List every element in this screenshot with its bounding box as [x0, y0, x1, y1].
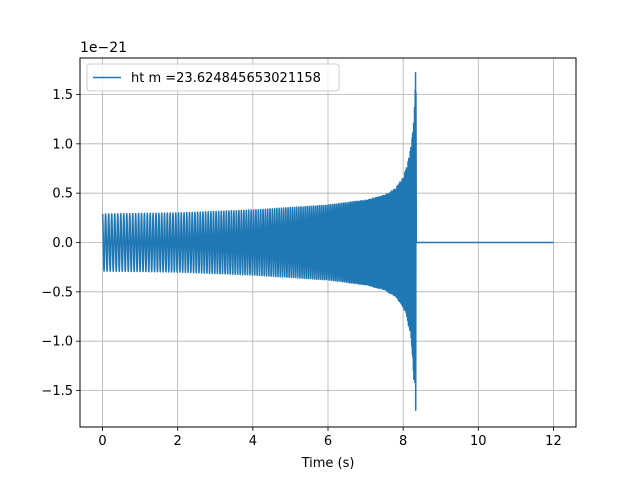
legend-box	[86, 63, 340, 92]
y-tick-label: 1.5	[52, 88, 73, 103]
x-tick-label: 4	[249, 434, 257, 449]
y-tick-label: 0.5	[52, 187, 73, 202]
y-tick-label: 0.0	[52, 236, 73, 251]
x-axis-label: Time (s)	[301, 456, 355, 471]
ticks: 0 2 4 6 8 10 12 −1.5 −1.0 −0.5 0.0 0.5 1.0 1.5	[41, 88, 561, 449]
plot-area	[101, 72, 554, 411]
y-tick-label: −1.0	[41, 335, 73, 350]
x-tick-label: 10	[470, 434, 487, 449]
series-line-ht	[101, 72, 554, 411]
y-tick-label: −1.5	[41, 384, 73, 399]
x-tick-label: 8	[399, 434, 407, 449]
y-tick-label: 1.0	[52, 137, 73, 152]
x-tick-label: 6	[324, 434, 332, 449]
x-tick-label: 12	[545, 434, 562, 449]
y-offset-label: 1e−21	[80, 40, 127, 56]
legend-label: ht m =23.624845653021158	[131, 71, 321, 86]
x-tick-label: 2	[174, 434, 182, 449]
legend: ht m =23.624845653021158	[86, 63, 340, 92]
y-tick-label: −0.5	[41, 285, 73, 300]
x-tick-label: 0	[98, 434, 106, 449]
